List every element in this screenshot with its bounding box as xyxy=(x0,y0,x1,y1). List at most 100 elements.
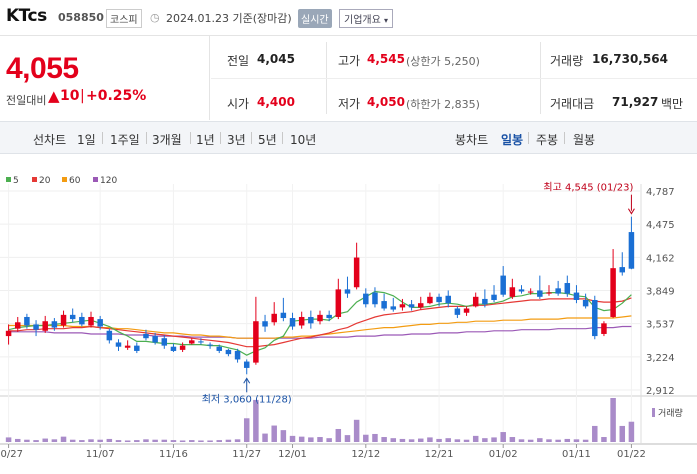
candle-body xyxy=(326,314,332,319)
period-5y[interactable]: 5년 xyxy=(258,133,277,147)
volume-bar xyxy=(408,439,415,442)
candle-body xyxy=(198,341,204,343)
high-arrowhead xyxy=(627,208,635,215)
candle-body xyxy=(372,292,378,305)
legend-ma5: 5 xyxy=(6,176,19,186)
candle-body xyxy=(445,295,451,304)
lower-limit: (하한가 2,835) xyxy=(406,98,480,111)
candle-body xyxy=(363,293,369,305)
legend-ma120-label: 120 xyxy=(100,176,118,186)
candle-body xyxy=(234,350,241,360)
candle-body xyxy=(97,319,103,327)
candles xyxy=(5,216,635,375)
volume-bar xyxy=(262,433,268,442)
x-tick-label: 11/07 xyxy=(86,449,115,460)
company-overview-button[interactable]: 기업개요 ▾ xyxy=(339,9,394,28)
amount-value: 71,927 xyxy=(612,95,659,109)
candle-body xyxy=(33,324,39,330)
candle-body xyxy=(472,296,479,307)
market-badge: 코스피 xyxy=(106,9,142,28)
volume-bar xyxy=(170,440,177,442)
candle-body xyxy=(88,316,94,326)
x-tick-label: 11/27 xyxy=(232,449,261,460)
candle-body xyxy=(69,314,76,320)
change-label: 전일대비 xyxy=(6,94,47,107)
line-chart-label: 선차트 xyxy=(33,133,67,147)
period-1y[interactable]: 1년 xyxy=(196,133,215,147)
y-tick-label: 3,849 xyxy=(646,287,675,298)
candle-body xyxy=(491,294,497,300)
x-tick-label: 12/21 xyxy=(425,449,454,460)
stock-code: 058850 xyxy=(58,11,104,24)
candle-body xyxy=(207,344,213,346)
volume-bar xyxy=(573,439,580,442)
candle-body xyxy=(24,316,30,326)
volume-bar xyxy=(582,439,589,442)
legend-ma5-label: 5 xyxy=(13,176,19,186)
candle-body xyxy=(454,308,461,315)
legend-ma60-label: 60 xyxy=(69,176,81,186)
y-tick-label: 3,537 xyxy=(646,320,675,331)
volume-bar xyxy=(399,438,406,442)
candle-body xyxy=(628,232,635,269)
period-1d[interactable]: 1일 xyxy=(77,133,96,147)
candle-body xyxy=(390,306,397,310)
divider xyxy=(564,132,565,144)
volume-bar xyxy=(97,439,103,442)
price-block: 4,055 전일대비 ▲ 10 | +0.25% xyxy=(0,36,210,120)
candle-body xyxy=(253,321,259,363)
x-axis-ticks: 10/27 11/07 11/16 11/27 12/01 12/12 12/21 01/02… xyxy=(0,444,646,460)
amount-unit: 백만 xyxy=(661,97,684,111)
upper-limit: (상한가 5,250) xyxy=(406,55,480,68)
volume-bar xyxy=(289,435,296,442)
candle-body xyxy=(60,314,67,326)
candle-body xyxy=(564,283,571,294)
candle-body xyxy=(225,349,232,355)
volume-bar xyxy=(60,436,67,442)
candlestick-chart[interactable]: 거래량 4,7874,4754,1623,8493,5373,2242,912 … xyxy=(0,154,697,474)
period-1w[interactable]: 1주일 xyxy=(110,133,140,147)
legend-ma120: 120 xyxy=(93,176,117,186)
divider xyxy=(528,132,529,144)
volume-bar xyxy=(88,439,94,442)
period-3y[interactable]: 3년 xyxy=(227,133,246,147)
realtime-button[interactable]: 실시간 xyxy=(298,9,332,28)
period-monthly[interactable]: 월봉 xyxy=(573,133,596,147)
candle-body xyxy=(317,314,323,322)
volume-bar xyxy=(14,438,21,442)
period-10y[interactable]: 10년 xyxy=(290,133,317,147)
volume-bar xyxy=(527,439,534,442)
low-value: 4,050 xyxy=(367,95,405,109)
candle-body xyxy=(518,289,525,292)
candle-body xyxy=(573,292,580,300)
period-3m[interactable]: 3개월 xyxy=(152,133,182,147)
candle-body xyxy=(124,345,131,348)
volume-bar xyxy=(353,419,360,442)
candle-body xyxy=(546,292,552,294)
volume-bar xyxy=(225,439,232,442)
divider xyxy=(282,132,283,144)
period-bar: 선차트 1일 1주일 3개월 1년 3년 5년 10년 봉차트 일봉 주봉 월봉 xyxy=(0,121,697,154)
candle-body xyxy=(42,321,48,331)
annotations: 최고 4,545 (01/23) 최저 3,060 (11/28) xyxy=(202,182,635,405)
volume-bar xyxy=(472,435,479,442)
separator: | xyxy=(80,88,85,104)
up-arrow-icon: ▲ xyxy=(48,87,60,105)
candle-body xyxy=(582,299,589,307)
volume-bar xyxy=(619,425,626,442)
divider xyxy=(251,132,252,144)
volume-bar xyxy=(363,434,369,442)
period-weekly[interactable]: 주봉 xyxy=(536,133,559,147)
candle-body xyxy=(619,267,626,273)
period-daily[interactable]: 일봉 xyxy=(501,133,524,147)
candle-body xyxy=(170,346,177,351)
volume-bar xyxy=(628,421,635,442)
volume-bar xyxy=(179,440,186,442)
volume-legend-label: 거래량 xyxy=(658,407,683,419)
volume-bar xyxy=(610,398,616,442)
low-arrowhead xyxy=(243,377,251,384)
volume-bar xyxy=(537,438,543,442)
candle-body xyxy=(143,333,149,339)
volume-bar xyxy=(298,436,305,442)
y-tick-label: 3,224 xyxy=(646,353,675,364)
